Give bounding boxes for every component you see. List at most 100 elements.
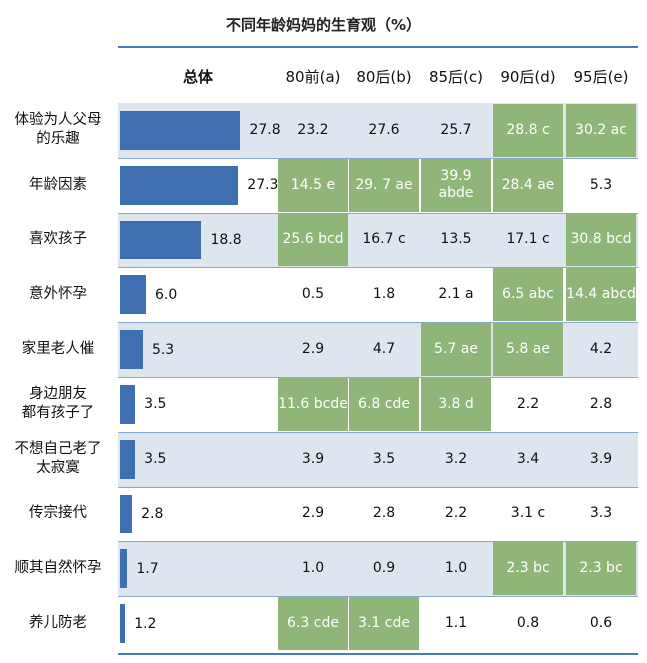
row-label-text: 养儿防老 [29,614,87,633]
row-label: 养儿防老 [4,596,112,651]
data-cell: 14.4 abcd [566,268,636,322]
data-cell: 16.7 c [362,231,406,248]
data-cell: 0.6 [589,615,613,632]
row-label: 传宗接代 [4,487,112,542]
data-cell: 30.8 bcd [566,213,636,267]
row-label-line: 体验为人父母 [14,112,102,129]
row-separator [118,212,638,214]
row-label-text: 喜欢孩子 [29,230,87,249]
row-label-line: 顺其自然怀孕 [14,560,102,577]
data-cell: 3.3 [589,505,613,522]
row-separator [118,431,638,433]
total-bar-value: 27.3 [247,177,279,194]
data-cell: 2.3 bc [493,542,563,596]
row-label: 顺其自然怀孕 [4,541,112,596]
row-separator [118,157,638,159]
data-cell: 1.8 [372,286,396,303]
data-cell: 30.2 ac [566,104,636,157]
row-label: 不想自己老了 太寂寞 [4,432,112,487]
row-label-line: 传宗接代 [29,505,87,522]
data-cell: 2.8 [589,395,613,412]
data-cell: 4.2 [589,341,613,358]
row-separator [118,322,638,324]
row-label-line: 喜欢孩子 [29,231,87,248]
data-cell: 3.4 [516,450,540,467]
row-label-text: 传宗接代 [29,504,87,523]
row-label: 身边朋友 都有孩子了 [4,377,112,432]
data-cell: 6.5 abc [493,268,563,322]
total-bar-value: 1.2 [134,615,157,632]
data-cell: 0.8 [516,615,540,632]
data-cell: 1.0 [301,560,325,577]
row-label-line: 都有孩子了 [21,405,95,422]
data-cell: 0.9 [372,560,396,577]
data-cell: 2.2 [516,395,540,412]
total-bar-value: 18.8 [210,232,242,248]
data-cell: 1.1 [444,615,468,632]
total-bar [120,220,202,260]
total-bar-value: 1.7 [136,560,159,577]
row-label: 意外怀孕 [4,267,112,322]
total-bar [120,439,136,479]
data-cell: 2.8 [372,505,396,522]
data-cell: 25.6 bcd [278,213,348,267]
data-cell: 27.6 [368,121,400,138]
data-cell: 3.8 d [421,378,491,431]
data-cell: 3.1 cde [349,597,419,650]
total-bar [120,604,126,643]
row-label-line: 身边朋友 [29,386,87,403]
row-label: 喜欢孩子 [4,213,112,268]
total-bar-value: 27.8 [249,122,281,139]
data-cell: 29. 7 ae [349,158,419,212]
data-cell: 14.5 e [278,158,348,212]
data-cell: 6.8 cde [349,378,419,431]
total-bar-value: 3.5 [144,396,167,413]
row-label-line: 年龄因素 [29,176,87,193]
row-label-text: 年龄因素 [29,176,87,195]
data-cell: 5.7 ae [421,323,491,376]
data-cell: 5.3 [589,176,613,193]
data-cell: 6.3 cde [278,597,348,650]
data-cell: 2.9 [301,341,325,358]
data-cell: 4.7 [372,341,396,358]
row-label-text: 意外怀孕 [29,285,87,304]
data-cell: 3.1 c [510,505,546,522]
data-cell: 2.1 a [438,286,474,303]
total-bar-value: 3.5 [144,451,167,468]
row-label-text: 不想自己老了 太寂寞 [15,440,102,478]
total-bar-value: 6.0 [155,286,178,303]
total-bar [120,385,136,424]
row-background [118,212,638,268]
column-header: 95后(e) [573,68,629,86]
bottom-rule [118,653,638,655]
total-bar-value: 5.3 [151,341,175,358]
data-cell: 3.2 [444,450,468,467]
data-cell: 23.2 [297,121,329,138]
data-cell: 17.1 c [506,231,550,248]
row-label: 年龄因素 [4,158,112,213]
top-rule [118,46,638,48]
data-cell: 39.9 abde [421,158,491,212]
row-label-text: 家里老人催 [22,340,95,359]
row-label: 体验为人父母 的乐趣 [4,103,112,158]
row-label-text: 顺其自然怀孕 [15,559,102,578]
chart-title: 不同年龄妈妈的生育观（%） [225,16,422,34]
row-label-line: 家里老人催 [21,341,95,358]
row-separator [118,541,638,543]
row-label-line: 养儿防老 [29,615,87,632]
column-header: 80后(b) [356,68,412,86]
row-label-line: 太寂寞 [36,460,80,477]
data-cell: 2.2 [444,505,468,522]
row-separator [118,377,638,378]
total-bar [120,549,128,589]
row-label: 家里老人催 [4,322,112,377]
total-bar-value: 2.8 [141,506,164,522]
row-separator [118,596,638,598]
data-cell: 11.6 bcde [278,378,348,431]
total-bar [120,275,146,315]
row-label-line: 意外怀孕 [29,286,87,303]
row-label-line: 的乐趣 [36,131,80,148]
row-label-line: 不想自己老了 [14,441,102,458]
row-separator [118,486,638,488]
data-cell: 1.0 [444,560,468,577]
